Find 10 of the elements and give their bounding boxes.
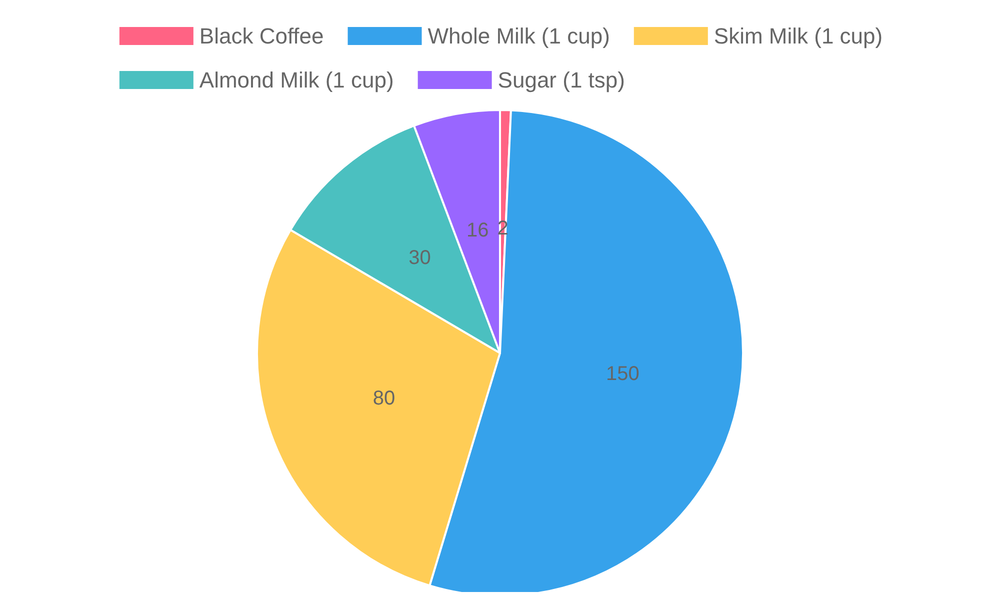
data-label: 150 [606, 363, 640, 386]
legend-label: Whole Milk (1 cup) [428, 24, 610, 48]
data-label: 16 [466, 220, 489, 242]
legend-label: Black Coffee [199, 24, 324, 48]
data-label: 80 [372, 387, 396, 410]
legend-label: Almond Milk (1 cup) [199, 68, 394, 92]
legend-label: Sugar (1 tsp) [498, 68, 625, 92]
legend-label: Skim Milk (1 cup) [714, 24, 883, 48]
data-label: 2 [497, 218, 508, 240]
data-label: 30 [408, 246, 431, 269]
